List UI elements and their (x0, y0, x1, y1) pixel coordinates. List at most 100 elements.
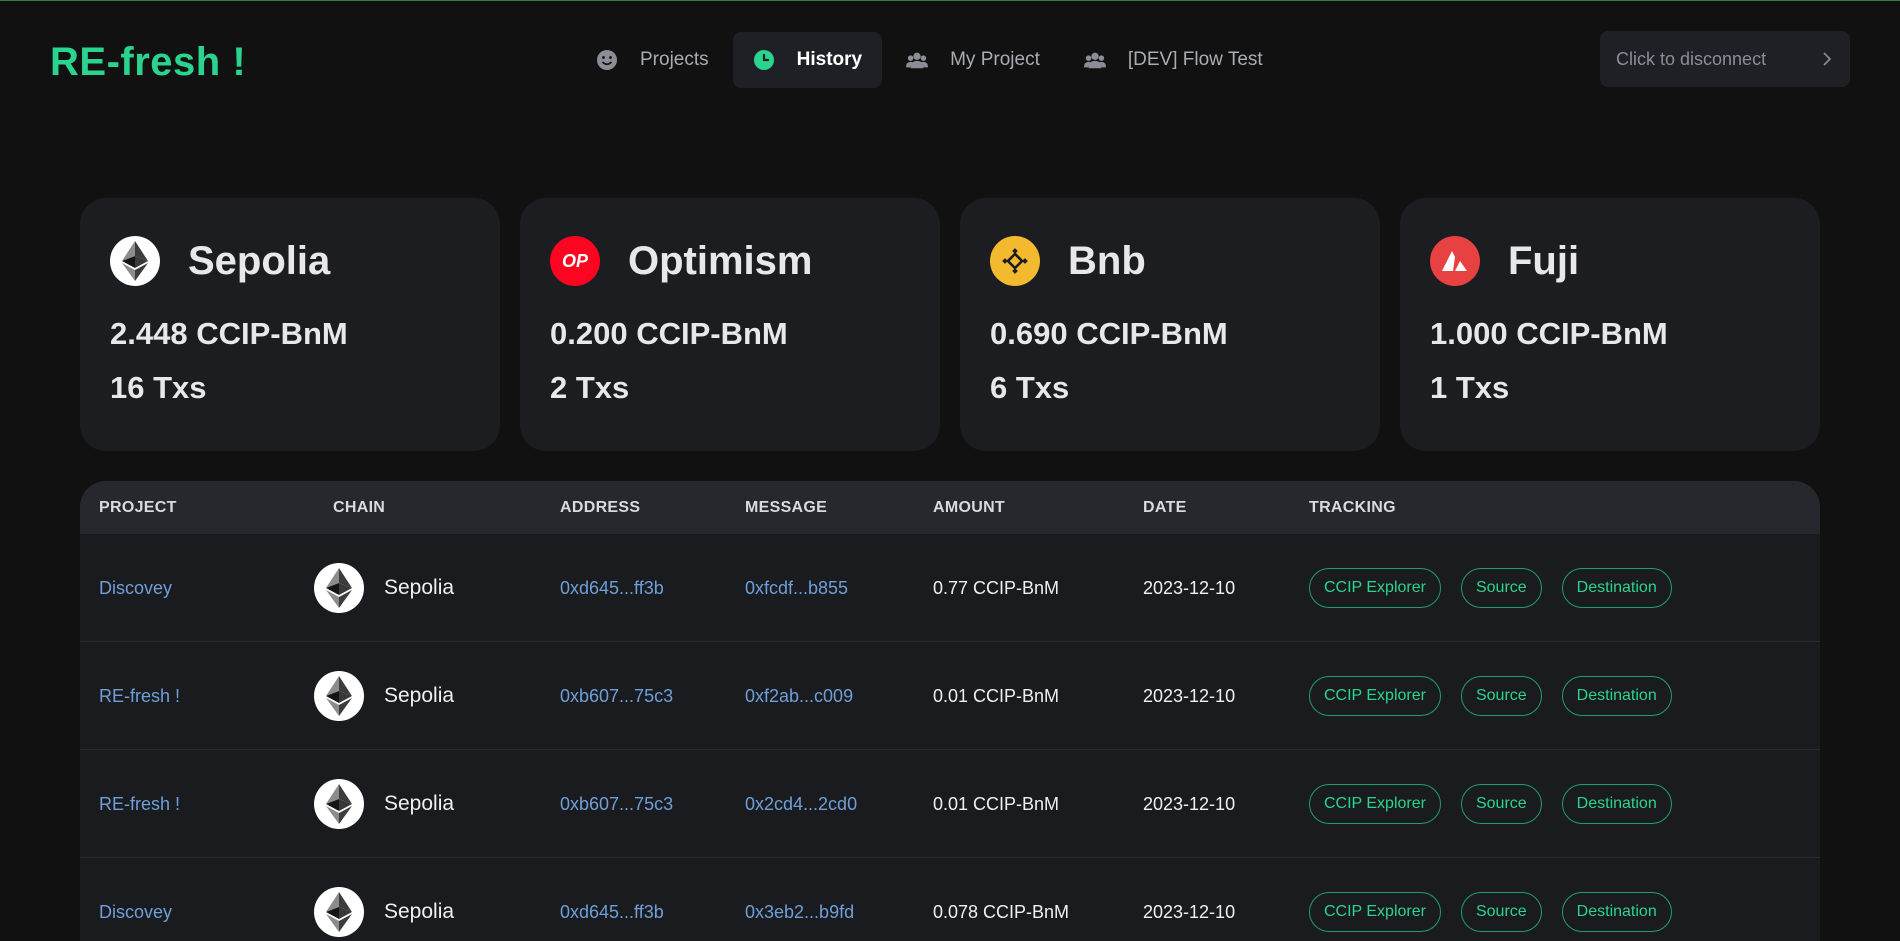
project-link[interactable]: RE-fresh ! (99, 793, 181, 814)
amount-value: 0.01 CCIP-BnM (933, 685, 1060, 706)
tracking-buttons: CCIP Explorer Source Destination (1309, 750, 1692, 858)
destination-button[interactable]: Destination (1561, 676, 1672, 716)
message-link[interactable]: 0xf2ab...c009 (745, 685, 854, 706)
tracking-buttons: CCIP Explorer Source Destination (1309, 642, 1692, 750)
table-header: PROJECT CHAIN ADDRESS MESSAGE AMOUNT DAT… (80, 481, 1820, 534)
nav-item-dev-flow-test[interactable]: [DEV] Flow Test (1064, 32, 1283, 88)
header-amount: AMOUNT (933, 499, 1006, 516)
card-amount: 0.690 CCIP-BnM (990, 316, 1228, 351)
summary-card-sepolia: Sepolia 2.448 CCIP-BnM 16 Txs (80, 198, 500, 451)
disconnect-button[interactable]: Click to disconnect (1600, 31, 1850, 87)
summary-card-bnb: Bnb 0.690 CCIP-BnM 6 Txs (960, 198, 1380, 451)
nav-item-history[interactable]: History (732, 32, 883, 88)
source-button[interactable]: Source (1460, 676, 1542, 716)
project-link[interactable]: RE-fresh ! (99, 685, 181, 706)
chain-summary-cards: Sepolia 2.448 CCIP-BnM 16 Txs OP Optimis… (80, 198, 1820, 451)
nav-label: Projects (640, 49, 709, 70)
amount-value: 0.01 CCIP-BnM (933, 793, 1060, 814)
card-chain-name: Optimism (628, 238, 813, 283)
destination-button[interactable]: Destination (1561, 892, 1672, 932)
chain-name: Sepolia (384, 792, 455, 815)
chain-name: Sepolia (384, 684, 455, 707)
date-value: 2023-12-10 (1143, 901, 1236, 922)
amount-value: 0.078 CCIP-BnM (933, 901, 1070, 922)
destination-button[interactable]: Destination (1561, 784, 1672, 824)
card-chain-name: Fuji (1508, 238, 1580, 283)
card-amount: 1.000 CCIP-BnM (1430, 316, 1668, 351)
date-value: 2023-12-10 (1143, 577, 1236, 598)
optimism-icon: OP (550, 236, 600, 286)
message-link[interactable]: 0xfcdf...b855 (745, 577, 849, 598)
header-chain: CHAIN (333, 499, 386, 516)
tracking-buttons: CCIP Explorer Source Destination (1309, 534, 1692, 642)
header-date: DATE (1143, 499, 1187, 516)
chevron-right-icon (1823, 52, 1832, 66)
ccip-explorer-button[interactable]: CCIP Explorer (1309, 568, 1441, 608)
header-message: MESSAGE (745, 499, 828, 516)
card-tx-count: 6 Txs (990, 370, 1070, 405)
tracking-buttons: CCIP Explorer Source Destination (1309, 858, 1692, 941)
chain-cell: Sepolia (314, 534, 454, 642)
address-link[interactable]: 0xb607...75c3 (560, 685, 674, 706)
table-row: Discovey Sepolia 0xd645...ff3b 0xfcdf...… (80, 534, 1820, 642)
card-tx-count: 1 Txs (1430, 370, 1510, 405)
card-chain-name: Bnb (1068, 238, 1146, 283)
avalanche-icon (1430, 236, 1480, 286)
ccip-explorer-button[interactable]: CCIP Explorer (1309, 892, 1441, 932)
message-link[interactable]: 0x3eb2...b9fd (745, 901, 855, 922)
chain-cell: Sepolia (314, 642, 454, 750)
ethereum-icon (314, 779, 364, 829)
address-link[interactable]: 0xb607...75c3 (560, 793, 674, 814)
bnb-icon (990, 236, 1040, 286)
nav-item-my-project[interactable]: My Project (886, 32, 1060, 88)
optimism-icon-text: OP (561, 250, 588, 271)
history-table: PROJECT CHAIN ADDRESS MESSAGE AMOUNT DAT… (80, 481, 1820, 941)
project-link[interactable]: Discovey (99, 577, 173, 598)
clock-icon (753, 49, 775, 71)
card-tx-count: 16 Txs (110, 370, 207, 405)
ethereum-icon (314, 671, 364, 721)
disconnect-label: Click to disconnect (1616, 48, 1767, 69)
users-icon (1083, 49, 1106, 71)
table-row: RE-fresh ! Sepolia 0xb607...75c3 0xf2ab.… (80, 642, 1820, 750)
ccip-explorer-button[interactable]: CCIP Explorer (1309, 784, 1441, 824)
card-amount: 2.448 CCIP-BnM (110, 316, 348, 351)
ethereum-icon (314, 887, 364, 937)
header-address: ADDRESS (560, 499, 641, 516)
address-link[interactable]: 0xd645...ff3b (560, 901, 664, 922)
nav-label: My Project (950, 49, 1040, 70)
main-nav: Projects History (576, 32, 1283, 88)
date-value: 2023-12-10 (1143, 793, 1236, 814)
header-project: PROJECT (99, 499, 177, 516)
table-row: RE-fresh ! Sepolia 0xb607...75c3 0x2cd4.… (80, 750, 1820, 858)
chain-name: Sepolia (384, 576, 455, 599)
card-chain-name: Sepolia (188, 238, 331, 283)
nav-item-projects[interactable]: Projects (576, 32, 729, 88)
ethereum-icon (314, 563, 364, 613)
app-logo[interactable]: RE-fresh ! (50, 40, 247, 84)
card-tx-count: 2 Txs (550, 370, 630, 405)
amount-value: 0.77 CCIP-BnM (933, 577, 1060, 598)
project-link[interactable]: Discovey (99, 901, 173, 922)
date-value: 2023-12-10 (1143, 685, 1236, 706)
summary-card-optimism: OP Optimism 0.200 CCIP-BnM 2 Txs (520, 198, 940, 451)
source-button[interactable]: Source (1460, 568, 1542, 608)
summary-card-fuji: Fuji 1.000 CCIP-BnM 1 Txs (1400, 198, 1820, 451)
source-button[interactable]: Source (1460, 892, 1542, 932)
nav-label: [DEV] Flow Test (1127, 49, 1263, 70)
nav-label: History (796, 49, 863, 70)
message-link[interactable]: 0x2cd4...2cd0 (745, 793, 858, 814)
top-border-line (0, 0, 1900, 1)
users-icon (906, 49, 929, 71)
ethereum-icon (110, 236, 160, 286)
smiley-icon (596, 49, 618, 71)
chain-name: Sepolia (384, 900, 455, 923)
table-row: Discovey Sepolia 0xd645...ff3b 0x3eb2...… (80, 858, 1820, 941)
chain-cell: Sepolia (314, 750, 454, 858)
app-header: RE-fresh ! Projects History (0, 0, 1900, 120)
card-amount: 0.200 CCIP-BnM (550, 316, 788, 351)
destination-button[interactable]: Destination (1561, 568, 1672, 608)
address-link[interactable]: 0xd645...ff3b (560, 577, 664, 598)
source-button[interactable]: Source (1460, 784, 1542, 824)
ccip-explorer-button[interactable]: CCIP Explorer (1309, 676, 1441, 716)
